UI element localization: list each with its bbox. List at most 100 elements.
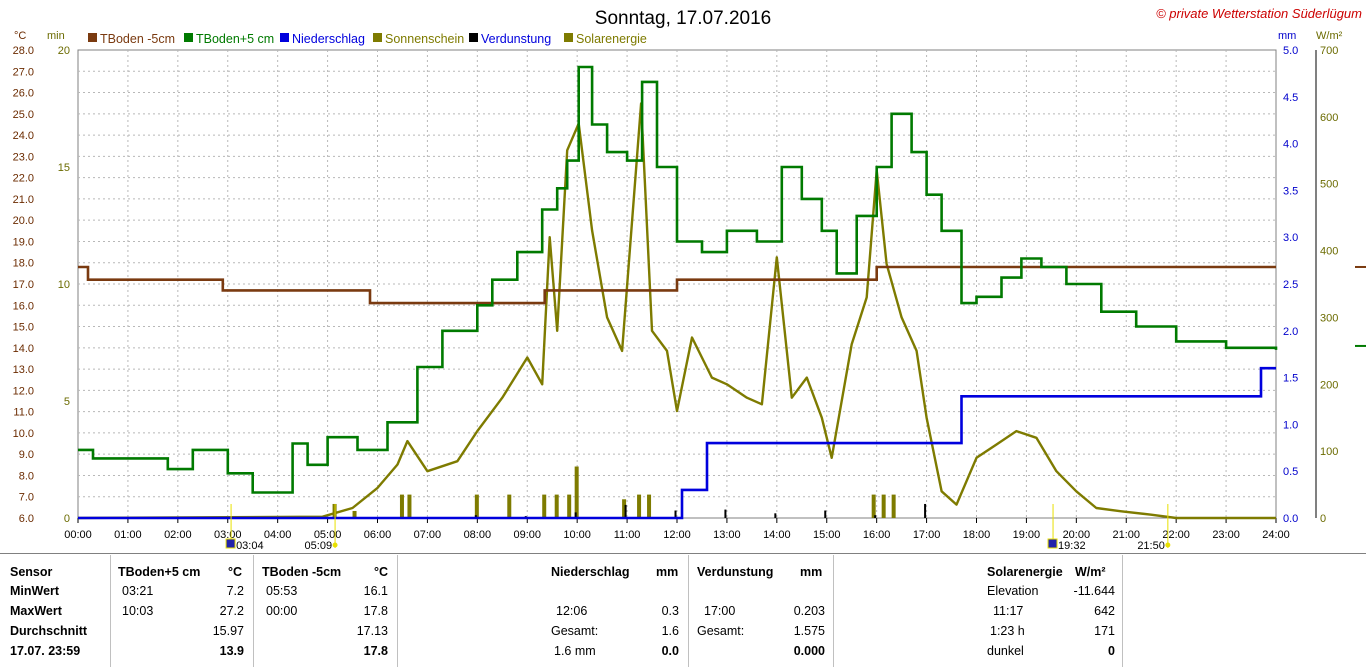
sunshine-bar [881,494,886,518]
evaporation-bar [874,515,877,518]
x-tick-label: 12:00 [663,529,691,541]
legend-label: Niederschlag [292,32,365,46]
series-solarenergie [77,102,1276,520]
evaporation-bar [474,515,477,518]
sunshine-bar [647,494,652,518]
temp-tick-label: 22.0 [13,173,34,185]
rain-r1-val: 0.3 [661,604,679,618]
wm2-tick-label: 700 [1320,45,1338,57]
x-tick-label: 02:00 [164,529,192,541]
sunshine-bar [891,494,896,518]
rain-r3-val: 0.0 [661,644,679,658]
temp-tick-label: 25.0 [13,109,34,121]
wm2-tick-label: 0 [1320,513,1326,525]
weather-chart: Sonntag, 17.07.2016 © private Wetterstat… [13,6,1366,552]
evaporation-bar [724,509,727,518]
mm-tick-label: 1.5 [1283,373,1298,385]
solar-header: Solarenergie [987,565,1063,579]
evap-r1-label: 17:00 [704,604,736,618]
wm2-tick-label: 300 [1320,312,1338,324]
tminus-current: 17.8 [363,644,388,658]
mm-tick-label: 2.0 [1283,326,1298,338]
legend-label: Verdunstung [481,32,551,46]
temp-tick-label: 28.0 [13,45,34,57]
x-tick-label: 10:00 [563,529,591,541]
x-tick-label: 00:00 [64,529,92,541]
rain-r3-label: 1.6 mm [554,644,596,658]
avg-label: Durchschnitt [10,624,88,638]
x-tick-label: 01:00 [114,529,142,541]
mm-tick-label: 1.0 [1283,419,1298,431]
evaporation-bar [674,510,677,518]
x-tick-label: 07:00 [414,529,442,541]
sun-time-label: 05:09 [305,540,333,552]
x-tick-label: 19:00 [1013,529,1041,541]
tminus-avg: 17.13 [356,624,388,638]
rain-r2-val: 1.6 [661,624,679,638]
tminus-header: TBoden -5cm [262,565,342,579]
temp-tick-label: 6.0 [19,513,34,525]
rain-r2-label: Gesamt: [551,624,599,638]
copyright-text: © private Wetterstation Süderlügum [1156,6,1362,21]
col-divider [253,555,254,667]
x-tick-label: 04:00 [264,529,292,541]
legend-swatch [184,33,193,42]
x-tick-label: 16:00 [863,529,891,541]
current-label: 17.07. 23:59 [10,644,81,658]
legend-swatch [280,33,289,42]
x-tick-label: 03:00 [214,529,242,541]
tplus-min-val: 7.2 [226,584,244,598]
wm2-tick-label: 400 [1320,246,1338,258]
evaporation-bar [574,512,577,518]
sunshine-bar [352,510,357,518]
rain-header: Niederschlag [551,565,630,579]
tminus-min-val: 16.1 [363,584,388,598]
sun-markers: 03:04 05:09 19:32 21:50 [225,504,1171,552]
right-unit-mm: mm [1278,30,1296,42]
x-tick-label: 20:00 [1063,529,1091,541]
solar-r1-label: 11:17 [993,604,1024,618]
sun-time-label: 21:50 [1137,540,1165,552]
lines-layer [77,65,1366,520]
series-tboden-minus5 [78,265,1276,305]
sunshine-bar [574,466,579,518]
sunshine-bar [567,494,572,518]
temp-tick-label: 24.0 [13,130,34,142]
max-label: MaxWert [10,604,62,618]
rain-r1-label: 12:06 [556,604,588,618]
temp-tick-label: 8.0 [19,470,34,482]
sunrise-icon [332,542,338,548]
x-tick-label: 17:00 [913,529,941,541]
temp-tick-label: 27.0 [13,66,34,78]
min-tick-label: 5 [64,396,70,408]
evap-unit: mm [800,565,823,579]
evap-r2-label: Gesamt: [697,624,745,638]
temp-tick-label: 26.0 [13,88,34,100]
tminus-max-time: 00:00 [266,604,298,618]
solar-r3-val: 0 [1108,644,1115,658]
left-unit-min: min [47,30,65,42]
mm-tick-label: 3.0 [1283,232,1298,244]
temp-tick-label: 14.0 [13,343,34,355]
temp-tick-label: 20.0 [13,215,34,227]
col-divider [110,555,111,667]
axes: 6.0 7.0 8.0 9.0 10.0 11.0 12.0 13.0 14.0 15.0 16.0… [13,45,1339,541]
sunset-icon [1047,538,1058,549]
bars-layer [332,466,927,518]
table-top-border [0,553,1366,554]
sunshine-bar [399,494,404,518]
temp-tick-label: 23.0 [13,151,34,163]
temp-tick-label: 13.0 [13,364,34,376]
temp-tick-label: 9.0 [19,449,34,461]
solar-r0-label: Elevation [987,584,1039,598]
legend-swatch [373,33,382,42]
sunset-icon [1165,542,1171,548]
min-label: MinWert [10,584,60,598]
mm-tick-label: 2.5 [1283,279,1298,291]
tplus-avg: 15.97 [212,624,244,638]
solar-r2-label: 1:23 h [990,624,1025,638]
x-tick-label: 22:00 [1162,529,1190,541]
evap-r1-val: 0.203 [793,604,825,618]
tplus-max-time: 10:03 [122,604,154,618]
x-tick-label: 14:00 [763,529,791,541]
